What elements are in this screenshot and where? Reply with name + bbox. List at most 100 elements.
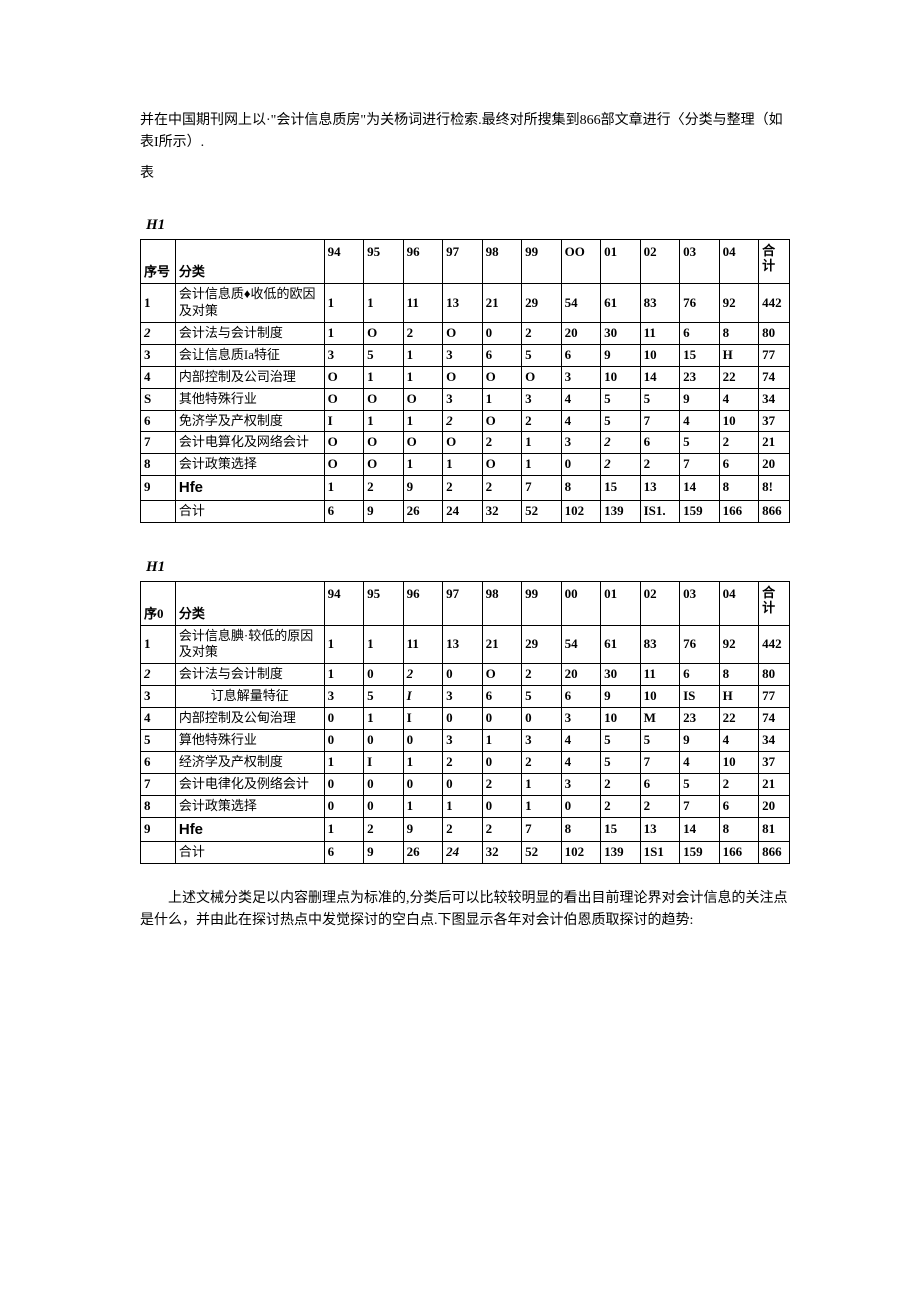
table-cell: 8 <box>719 322 759 344</box>
table-cell: 6 <box>561 686 601 708</box>
table-cell: 3 <box>324 344 364 366</box>
table-cell: 2 <box>719 773 759 795</box>
table-header-cell: 合计 <box>759 240 790 284</box>
table-header-cell: 00 <box>561 581 601 625</box>
table-cell: 5 <box>601 388 641 410</box>
table-cell: O <box>324 432 364 454</box>
table-cell: 13 <box>640 476 680 501</box>
table-cell: 2 <box>719 432 759 454</box>
table-cell: 5 <box>364 686 404 708</box>
table-cell: 15 <box>601 817 641 842</box>
table-cell: O <box>364 454 404 476</box>
table-cell: 1 <box>522 432 562 454</box>
table-cell: 74 <box>759 708 790 730</box>
table-row-seq: 1 <box>141 625 176 664</box>
table-header-cell: 94 <box>324 581 364 625</box>
table-cell: 20 <box>759 454 790 476</box>
table-cell: 4 <box>561 410 601 432</box>
table-cell: 83 <box>640 284 680 323</box>
table-cell: 2 <box>364 476 404 501</box>
table-cell: 2 <box>601 773 641 795</box>
table-cell: 21 <box>482 625 522 664</box>
table-cell: 34 <box>759 730 790 752</box>
table-cell: 6 <box>640 432 680 454</box>
table-cell: 2 <box>443 410 483 432</box>
table-cell: 5 <box>640 730 680 752</box>
table-row-seq: 1 <box>141 284 176 323</box>
table-cell: 34 <box>759 388 790 410</box>
table2-header-label: H1 <box>146 555 790 579</box>
table-cell: 442 <box>759 625 790 664</box>
table-cell: 9 <box>364 842 404 864</box>
table-cell: 11 <box>640 664 680 686</box>
table-cell: 10 <box>640 344 680 366</box>
table-cell: 54 <box>561 284 601 323</box>
table-row-category: 合计 <box>175 500 324 522</box>
table-cell: 0 <box>364 773 404 795</box>
table-cell: 2 <box>482 476 522 501</box>
table-cell: 1 <box>364 708 404 730</box>
table-cell: O <box>403 388 443 410</box>
table-cell: 159 <box>680 500 720 522</box>
table-cell: 11 <box>403 284 443 323</box>
table-cell: 3 <box>522 730 562 752</box>
table-row-seq: 8 <box>141 454 176 476</box>
table-cell: O <box>364 322 404 344</box>
table-cell: 29 <box>522 625 562 664</box>
table-cell: 2 <box>640 795 680 817</box>
table-cell: 0 <box>403 730 443 752</box>
table-cell: 6 <box>482 686 522 708</box>
table-cell: 6 <box>324 842 364 864</box>
table-cell: 5 <box>601 730 641 752</box>
table-cell: 74 <box>759 366 790 388</box>
table-cell: 1 <box>443 454 483 476</box>
table-cell: 1 <box>324 751 364 773</box>
table-cell: 9 <box>680 388 720 410</box>
table-row-seq: 9 <box>141 817 176 842</box>
table-cell: 3 <box>443 344 483 366</box>
table-row-category: 会计法与会计制度 <box>175 322 324 344</box>
table-cell: 11 <box>640 322 680 344</box>
table-cell: 20 <box>561 322 601 344</box>
table-row-category: 经济学及产权制度 <box>175 751 324 773</box>
table-row-category: 会计信息质♦收低的欧因及对策 <box>175 284 324 323</box>
table-cell: 7 <box>680 454 720 476</box>
table-cell: 0 <box>561 795 601 817</box>
table-cell: O <box>403 432 443 454</box>
table-cell: 0 <box>443 708 483 730</box>
table-cell: 0 <box>482 708 522 730</box>
table-row-category: 订息解量特征 <box>175 686 324 708</box>
table-row-seq: 4 <box>141 366 176 388</box>
table-cell: 9 <box>403 476 443 501</box>
table-cell: 4 <box>561 751 601 773</box>
table-cell: 2 <box>403 664 443 686</box>
table-row-category: 会计信息腆·较低的原因及对策 <box>175 625 324 664</box>
table-row-seq <box>141 842 176 864</box>
table-header-cell: 分类 <box>175 581 324 625</box>
table-cell: 2 <box>522 410 562 432</box>
table-row-category: 会计法与会计制度 <box>175 664 324 686</box>
table-cell: 80 <box>759 664 790 686</box>
table-cell: O <box>482 366 522 388</box>
table-cell: 2 <box>443 476 483 501</box>
table-cell: 5 <box>601 410 641 432</box>
table-cell: 3 <box>443 730 483 752</box>
table-header-cell: 95 <box>364 240 404 284</box>
table-cell: 1 <box>403 751 443 773</box>
table-cell: 4 <box>680 751 720 773</box>
table-cell: 0 <box>324 773 364 795</box>
table-cell: 8 <box>561 817 601 842</box>
table-cell: O <box>364 388 404 410</box>
table-cell: 2 <box>443 817 483 842</box>
table-cell: 15 <box>601 476 641 501</box>
table-row-seq: 6 <box>141 410 176 432</box>
table-cell: 4 <box>719 388 759 410</box>
table-cell: 22 <box>719 366 759 388</box>
table-row-category: 其他特殊行业 <box>175 388 324 410</box>
table-cell: O <box>482 454 522 476</box>
table-cell: 81 <box>759 817 790 842</box>
table-cell: 13 <box>443 284 483 323</box>
table-cell: H <box>719 686 759 708</box>
table-cell: 5 <box>680 773 720 795</box>
table-cell: 866 <box>759 842 790 864</box>
